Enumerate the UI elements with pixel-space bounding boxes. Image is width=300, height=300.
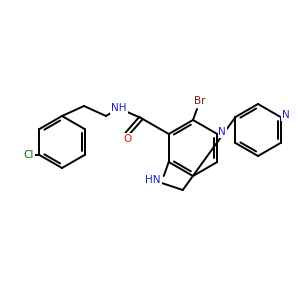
- Text: HN: HN: [145, 175, 161, 185]
- Text: N: N: [218, 127, 226, 137]
- Text: O: O: [123, 134, 131, 144]
- Text: N: N: [282, 110, 290, 120]
- Text: NH: NH: [111, 103, 127, 113]
- Text: Br: Br: [194, 96, 206, 106]
- Text: Cl: Cl: [23, 150, 34, 160]
